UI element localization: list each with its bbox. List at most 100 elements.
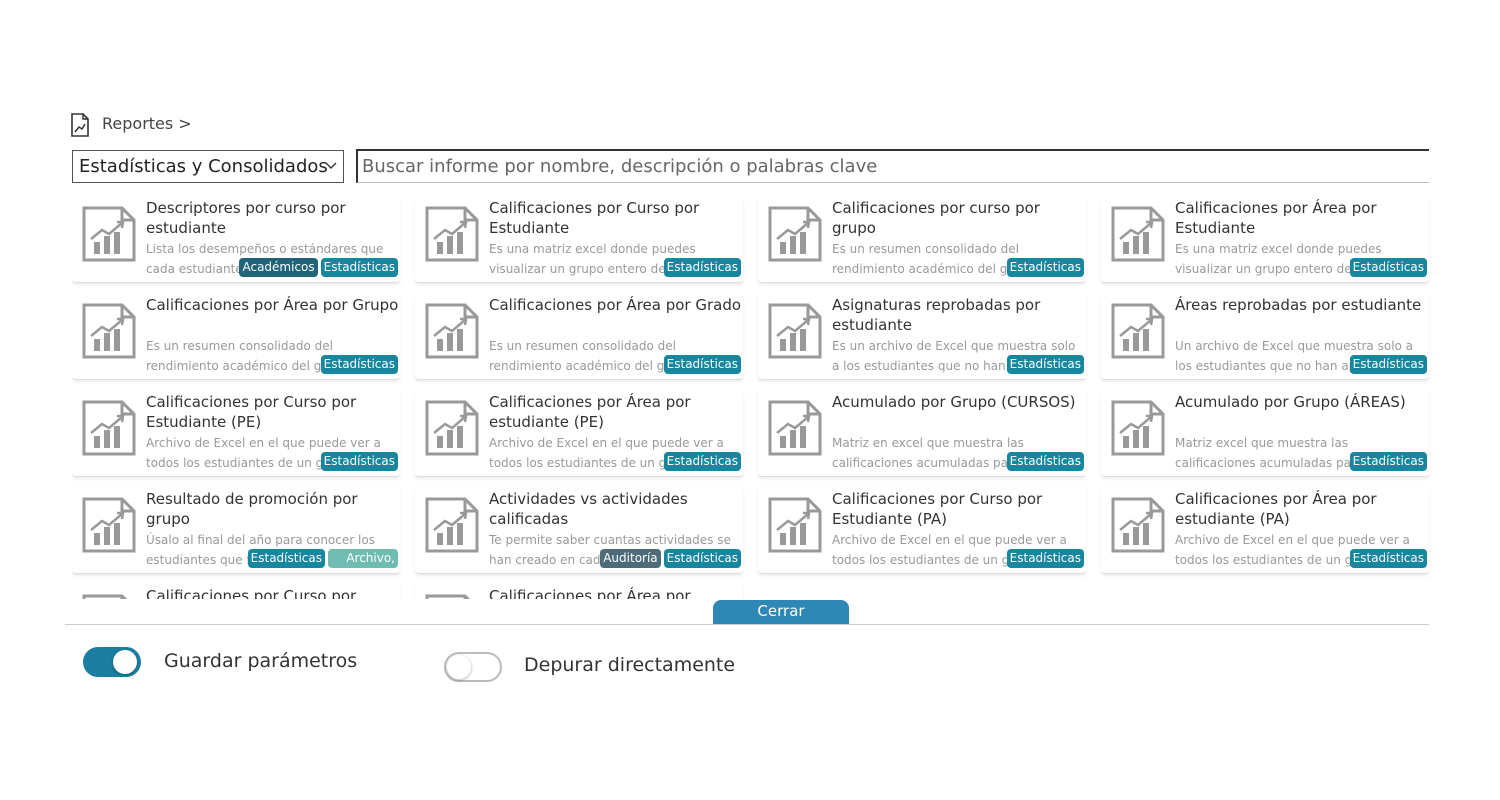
report-card[interactable]: Áreas reprobadas por estudiante Un archiv… [1101, 293, 1429, 380]
report-description: Archivo de Excel en el que puede ver a t… [146, 436, 381, 470]
report-title: Calificaciones por Curso por Estudiante … [146, 393, 357, 431]
tag[interactable]: Académicos [239, 258, 318, 277]
category-select[interactable]: Estadísticas y Consolidados [72, 150, 344, 183]
tag[interactable]: Estadísticas [1349, 355, 1427, 374]
chart-icon [82, 303, 136, 359]
report-description: Archivo de Excel en el que puede ver a t… [832, 533, 1067, 567]
tag[interactable]: Estadísticas [1006, 258, 1084, 277]
tags: Estadísticas [1006, 258, 1084, 277]
tag[interactable]: Estadísticas [320, 452, 398, 471]
report-card[interactable]: Descriptores por curso por estudiante Lis… [72, 196, 400, 283]
report-card[interactable]: Acumulado por Grupo (CURSOS) Matriz en ex… [758, 390, 1086, 477]
chart-icon [1111, 400, 1165, 456]
tags: Estadísticas [663, 258, 741, 277]
chart-icon [425, 400, 479, 456]
chart-icon [425, 206, 479, 262]
chart-icon [425, 303, 479, 359]
tags: Estadísticas [320, 452, 398, 471]
report-title: Descriptores por curso por estudiante [146, 199, 346, 237]
report-card[interactable]: Calificaciones por Curso por Estudiante … [758, 487, 1086, 574]
chart-icon [768, 303, 822, 359]
report-card[interactable]: Calificaciones por Área por estudiante (… [415, 390, 743, 477]
toggle-knob [113, 650, 137, 674]
tag[interactable]: Estadísticas [663, 452, 741, 471]
tags: Estadísticas [1006, 549, 1084, 568]
tag[interactable]: Estadísticas [1349, 452, 1427, 471]
chart-icon [1111, 303, 1165, 359]
report-card[interactable]: Calificaciones por Curso por Estudiante … [72, 390, 400, 477]
report-description: Es un resumen consolidado del rendimient… [146, 339, 368, 373]
tag[interactable]: Estadísticas [247, 549, 325, 568]
report-title: Acumulado por Grupo (CURSOS) [832, 393, 1076, 411]
chart-icon [82, 594, 128, 599]
report-card[interactable]: Calificaciones por Área por Estudiante Es… [1101, 196, 1429, 283]
toggle-switch[interactable] [83, 647, 141, 677]
chart-icon [768, 206, 822, 262]
report-card[interactable]: Calificaciones por Curso por [72, 584, 400, 599]
close-button[interactable]: Cerrar [713, 600, 849, 624]
chart-icon [82, 206, 136, 262]
report-icon [71, 113, 89, 137]
toggle-knob [447, 655, 471, 679]
tag[interactable]: Estadísticas [663, 355, 741, 374]
report-title: Asignaturas reprobadas por estudiante [832, 296, 1041, 334]
tags: Estadísticas [1006, 355, 1084, 374]
chart-icon [1111, 206, 1165, 262]
tag[interactable]: Estadísticas [320, 258, 398, 277]
tag[interactable]: Archivo, [328, 549, 398, 568]
report-list: Descriptores por curso por estudiante Lis… [72, 196, 1432, 599]
report-title: Calificaciones por Curso por [146, 587, 357, 599]
report-card[interactable]: Actividades vs actividades calificadas Te… [415, 487, 743, 574]
report-title: Calificaciones por Área por Estudiante [1175, 199, 1377, 237]
chart-icon [768, 400, 822, 456]
report-card[interactable]: Calificaciones por Área por estudiante (… [1101, 487, 1429, 574]
chart-icon [82, 400, 136, 456]
tags: Auditoría Estadísticas [600, 549, 741, 568]
report-card[interactable]: Resultado de promoción por grupo Úsalo al… [72, 487, 400, 574]
report-title: Áreas reprobadas por estudiante [1175, 296, 1422, 314]
tags: Estadísticas [1349, 258, 1427, 277]
report-description: Archivo de Excel en el que puede ver a t… [489, 436, 724, 470]
report-title: Calificaciones por Área por Grado [489, 296, 742, 314]
report-description: Es un resumen consolidado del rendimient… [489, 339, 710, 373]
tag[interactable]: Estadísticas [1006, 355, 1084, 374]
tag[interactable]: Estadísticas [663, 549, 741, 568]
tags: Estadísticas [1006, 452, 1084, 471]
toggle-switch[interactable] [444, 652, 502, 682]
tags: Estadísticas [663, 355, 741, 374]
tag[interactable]: Auditoría [600, 549, 661, 568]
tags: Estadísticas Archivo, [247, 549, 398, 568]
tag[interactable]: Estadísticas [1006, 452, 1084, 471]
report-description: Archivo de Excel en el que puede ver a t… [1175, 533, 1410, 567]
report-title: Calificaciones por Área por estudiante (… [1175, 490, 1377, 528]
tag[interactable]: Estadísticas [1006, 549, 1084, 568]
chart-icon [82, 497, 136, 553]
breadcrumb[interactable]: Reportes > [102, 114, 192, 133]
tags: Estadísticas [1349, 452, 1427, 471]
report-card[interactable]: Acumulado por Grupo (ÁREAS) Matriz excel … [1101, 390, 1429, 477]
chart-icon [768, 497, 822, 553]
report-title: Calificaciones por Curso por Estudiante … [832, 490, 1043, 528]
tag[interactable]: Estadísticas [320, 355, 398, 374]
search-input[interactable]: Buscar informe por nombre, descripción o… [356, 149, 1429, 183]
tags: Estadísticas [1349, 549, 1427, 568]
chart-icon [1111, 497, 1165, 553]
report-description: Lista los desempeños o estándares que ca… [146, 242, 384, 276]
tag[interactable]: Estadísticas [663, 258, 741, 277]
report-title: Calificaciones por Curso por Estudiante [489, 199, 700, 237]
divider [65, 624, 1429, 625]
report-card[interactable]: Calificaciones por Área por Grado Es un r… [415, 293, 743, 380]
tags: Estadísticas [320, 355, 398, 374]
report-card[interactable]: Calificaciones por Curso por Estudiante E… [415, 196, 743, 283]
tags: Estadísticas [1349, 355, 1427, 374]
report-card[interactable]: Calificaciones por Área por Grupo Es un r… [72, 293, 400, 380]
report-title: Calificaciones por curso por grupo [832, 199, 1040, 237]
report-title: Acumulado por Grupo (ÁREAS) [1175, 393, 1406, 411]
report-description: Es un resumen consolidado del rendimient… [832, 242, 1054, 276]
tag[interactable]: Estadísticas [1349, 549, 1427, 568]
report-card[interactable]: Calificaciones por Área por [415, 584, 743, 599]
report-card[interactable]: Calificaciones por curso por grupo Es un … [758, 196, 1086, 283]
report-card[interactable]: Asignaturas reprobadas por estudiante Es … [758, 293, 1086, 380]
toggle-label: Guardar parámetros [164, 650, 358, 672]
tag[interactable]: Estadísticas [1349, 258, 1427, 277]
